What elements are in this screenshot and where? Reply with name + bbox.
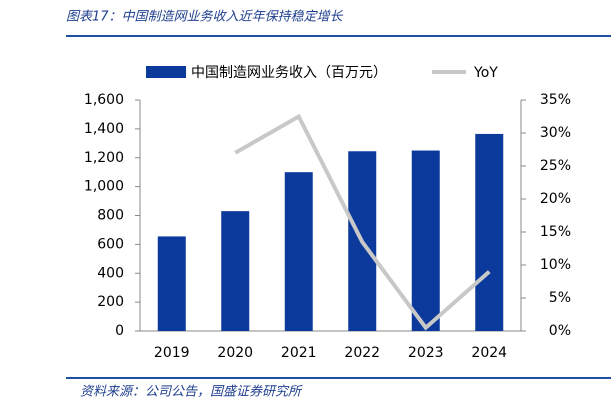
x-tick-label: 2024 (471, 345, 507, 361)
x-tick-label: 2019 (154, 345, 190, 361)
legend-label: 中国制造网业务收入（百万元） (191, 65, 387, 81)
line (234, 113, 491, 331)
y2-tick-label: 0% (549, 323, 571, 339)
y-tick-label: 1,000 (84, 179, 124, 195)
y-tick-label: 1,200 (84, 150, 124, 166)
y-tick-label: 0 (115, 323, 124, 339)
x-tick-label: 2020 (217, 345, 253, 361)
legend-label: YoY (473, 65, 498, 81)
x-tick-label: 2023 (408, 345, 444, 361)
y2-tick-label: 25% (540, 158, 571, 174)
y2-tick-label: 15% (540, 224, 571, 240)
bar (221, 211, 250, 331)
y2-tick-label: 10% (540, 257, 571, 273)
y-tick-label: 800 (97, 208, 124, 224)
x-tick-label: 2022 (344, 345, 380, 361)
bar (157, 236, 186, 331)
source: 资料来源：公司公告，国盛证券研究所 (80, 384, 303, 400)
bar (411, 150, 440, 331)
y2-tick-label: 30% (540, 125, 571, 141)
bar (475, 133, 504, 331)
x-tick-label: 2021 (281, 345, 317, 361)
y-tick-label: 1,400 (84, 121, 124, 137)
bar (284, 172, 313, 331)
y-tick-label: 1,600 (84, 92, 124, 108)
y-tick-label: 200 (97, 294, 124, 310)
y2-tick-label: 5% (549, 290, 571, 306)
chart-title: 图表17：中国制造网业务收入近年保持稳定增长 (66, 9, 344, 25)
y-tick-label: 600 (97, 236, 124, 252)
y-tick-label: 400 (97, 265, 124, 281)
y2-tick-label: 35% (540, 92, 571, 108)
legend-swatch (146, 66, 186, 78)
y2-tick-label: 20% (540, 191, 571, 207)
